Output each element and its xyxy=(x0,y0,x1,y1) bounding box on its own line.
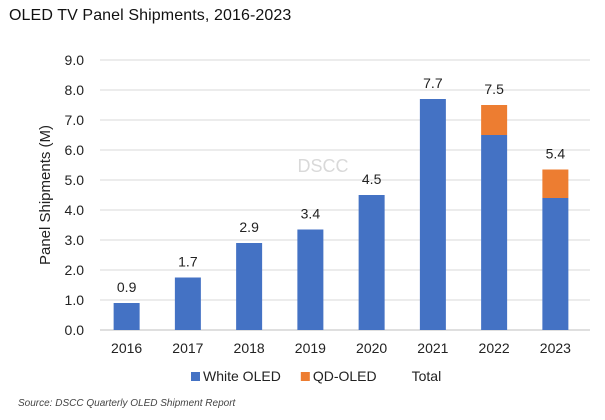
total-data-label: 0.9 xyxy=(117,279,137,295)
x-tick-label: 2018 xyxy=(234,340,265,356)
bar-qd-oled xyxy=(542,169,569,198)
bar-qd-oled xyxy=(481,105,508,135)
y-tick-label: 6.0 xyxy=(65,142,85,158)
total-data-label: 1.7 xyxy=(178,254,198,270)
x-tick-label: 2019 xyxy=(295,340,326,356)
bar-white-oled xyxy=(542,198,569,330)
x-tick-label: 2017 xyxy=(172,340,203,356)
total-data-label: 7.5 xyxy=(484,81,504,97)
watermark-text: DSCC xyxy=(297,156,348,176)
x-tick-label: 2021 xyxy=(417,340,448,356)
chart-title: OLED TV Panel Shipments, 2016-2023 xyxy=(9,7,292,24)
y-tick-label: 7.0 xyxy=(65,112,85,128)
total-data-label: 3.4 xyxy=(301,206,321,222)
legend-label-total: Total xyxy=(412,368,442,384)
y-tick-label: 8.0 xyxy=(65,82,85,98)
bar-white-oled xyxy=(419,99,446,330)
y-tick-label: 2.0 xyxy=(65,262,85,278)
legend-swatch-white-oled xyxy=(191,372,200,381)
total-data-label: 2.9 xyxy=(239,219,259,235)
bar-white-oled xyxy=(481,135,508,330)
y-tick-label: 9.0 xyxy=(65,52,85,68)
total-data-label: 5.4 xyxy=(546,146,566,162)
y-tick-label: 4.0 xyxy=(65,202,85,218)
bar-white-oled xyxy=(297,229,324,330)
total-data-label: 4.5 xyxy=(362,171,382,187)
legend-label-qd-oled: QD-OLED xyxy=(313,368,377,384)
legend-label-white-oled: White OLED xyxy=(203,368,281,384)
x-tick-label: 2020 xyxy=(356,340,387,356)
legend-swatch-qd-oled xyxy=(300,372,310,381)
y-tick-label: 0.0 xyxy=(65,322,85,338)
total-data-label: 7.7 xyxy=(423,75,443,91)
bar-white-oled xyxy=(113,303,140,330)
bar-white-oled xyxy=(236,243,263,330)
x-tick-label: 2023 xyxy=(540,340,571,356)
bar-white-oled xyxy=(358,195,385,330)
y-tick-label: 1.0 xyxy=(65,292,85,308)
x-tick-label: 2022 xyxy=(479,340,510,356)
y-tick-label: 3.0 xyxy=(65,232,85,248)
x-tick-label: 2016 xyxy=(111,340,142,356)
source-note: Source: DSCC Quarterly OLED Shipment Rep… xyxy=(18,398,236,409)
y-tick-label: 5.0 xyxy=(65,172,85,188)
bar-white-oled xyxy=(174,277,201,330)
y-axis-title: Panel Shipments (M) xyxy=(37,125,54,265)
